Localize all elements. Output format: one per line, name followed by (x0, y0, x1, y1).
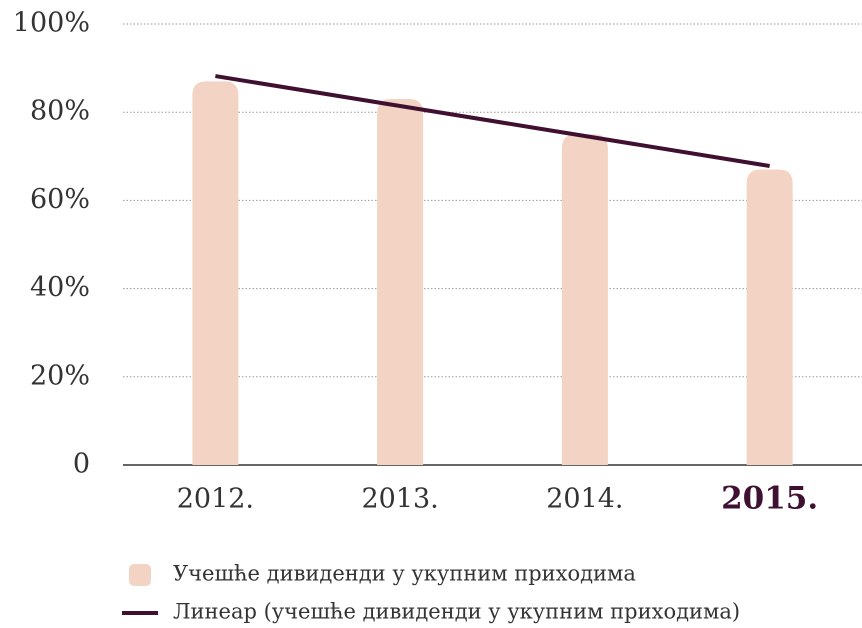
trend-line (215, 74, 770, 168)
x-tick-label: 2015. (721, 481, 818, 517)
legend-label: Линеар (учешће дивиденди у укупним прихо… (173, 600, 740, 624)
y-tick-label: 100% (13, 8, 90, 39)
x-tick-label: 2012. (177, 484, 254, 515)
y-tick-label: 0 (73, 449, 90, 480)
y-tick-label: 20% (30, 360, 90, 391)
y-tick-label: 80% (30, 96, 90, 127)
bar (192, 81, 239, 465)
bar (746, 169, 793, 465)
y-tick-label: 40% (30, 272, 90, 303)
legend-swatch (129, 564, 151, 586)
x-tick-label: 2014. (546, 484, 623, 515)
bar (377, 98, 424, 465)
x-tick-label: 2013. (361, 484, 438, 515)
bar (561, 134, 608, 465)
legend-label: Учешће дивиденди у укупним приходима (173, 562, 636, 586)
y-tick-label: 60% (30, 184, 90, 215)
